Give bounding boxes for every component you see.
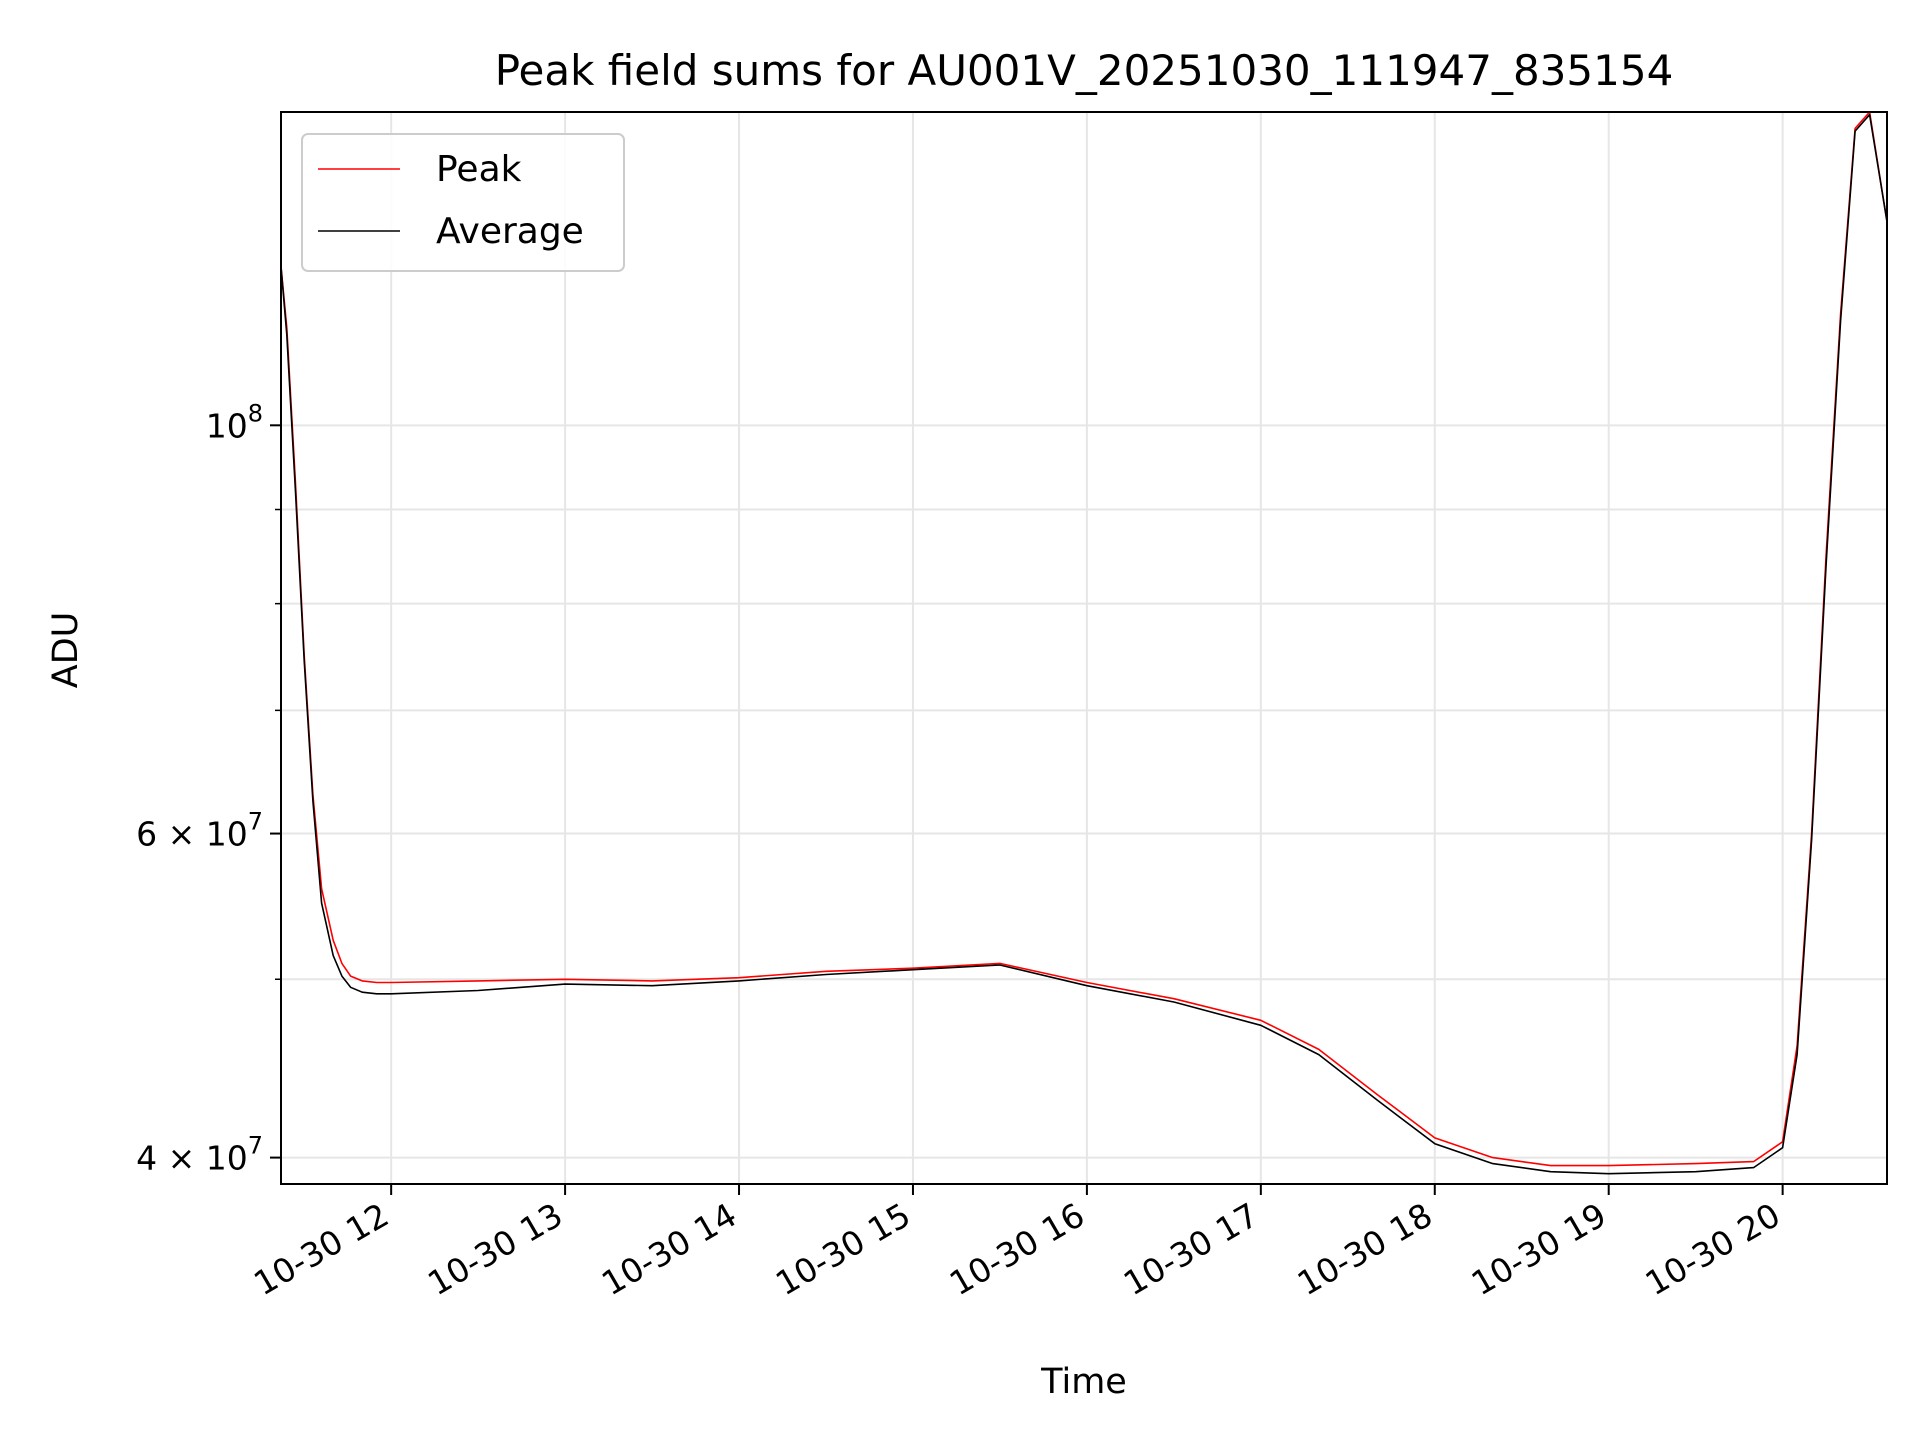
x-tick-label: 10-30 14 bbox=[595, 1195, 743, 1303]
x-tick-label: 10-30 17 bbox=[1117, 1195, 1265, 1303]
plot-frame bbox=[280, 111, 1888, 1185]
y-tick-label: 108 bbox=[206, 399, 263, 445]
chart-title: Peak field sums for AU001V_20251030_1119… bbox=[495, 46, 1674, 95]
x-tick-label: 10-30 12 bbox=[247, 1195, 395, 1303]
x-tick-label: 10-30 18 bbox=[1291, 1195, 1439, 1303]
y-tick-label: 4 × 107 bbox=[136, 1132, 263, 1178]
x-axis-label: Time bbox=[1040, 1362, 1127, 1402]
x-tick-label: 10-30 16 bbox=[943, 1195, 1091, 1303]
y-axis: 108 6 × 107 4 × 107 bbox=[136, 399, 281, 1178]
series-layer bbox=[281, 112, 1887, 1175]
x-tick-label: 10-30 15 bbox=[769, 1195, 917, 1303]
x-axis: 10-30 12 10-30 13 10-30 14 10-30 15 10-30 16… bbox=[247, 1184, 1787, 1303]
series-line-average bbox=[281, 113, 1887, 1175]
y-tick-label: 6 × 107 bbox=[136, 808, 263, 854]
grid-layer bbox=[281, 112, 1887, 1184]
x-tick-label: 10-30 19 bbox=[1465, 1195, 1613, 1303]
legend-label-average: Average bbox=[436, 211, 584, 252]
y-axis-label: ADU bbox=[46, 612, 86, 689]
legend-label-peak: Peak bbox=[436, 149, 522, 190]
x-tick-label: 10-30 20 bbox=[1639, 1195, 1787, 1303]
series-line-peak bbox=[281, 112, 1887, 1167]
legend: Peak Average bbox=[301, 133, 625, 272]
x-tick-label: 10-30 13 bbox=[421, 1195, 569, 1303]
